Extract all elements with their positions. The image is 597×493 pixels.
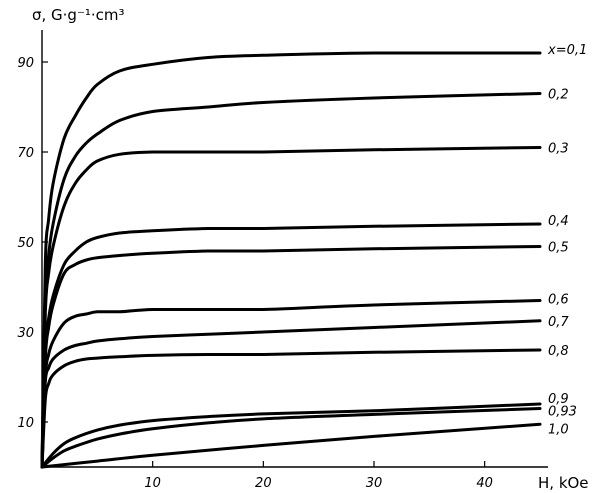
ticks: 10 30 50 70 90 10 20 30 40	[17, 56, 492, 491]
curves	[40, 51, 542, 469]
series-label: x=0,1	[547, 43, 587, 58]
y-tick-label: 50	[17, 236, 34, 251]
series-label: 0,7	[548, 315, 569, 330]
labels: x=0,1 0,2 0,3 0,4 0,5 0,6 0,7 0,8 0,90,93 1,0	[547, 43, 587, 437]
series-line	[40, 348, 542, 469]
series-label: 0,2	[548, 88, 569, 103]
x-tick-label: 10	[144, 476, 161, 491]
series-line	[40, 245, 542, 469]
series-label: 0,93	[548, 405, 577, 420]
x-tick-label: 20	[255, 476, 272, 491]
y-tick-label: 90	[17, 56, 34, 71]
series-label: 0,4	[548, 214, 569, 229]
series-line	[40, 146, 542, 469]
series-label: 0,6	[548, 293, 569, 308]
series-label: 0,8	[548, 344, 569, 359]
series-label: 1,0	[548, 422, 569, 437]
y-tick-label: 70	[17, 146, 34, 161]
series-label: 0,9	[548, 392, 569, 407]
series-line	[40, 422, 542, 469]
y-tick-label: 30	[17, 326, 34, 341]
series-line	[40, 92, 542, 469]
x-tick-label: 40	[476, 476, 493, 491]
series-line	[40, 51, 542, 469]
series-label: 0,5	[548, 241, 569, 256]
series-line	[40, 402, 542, 469]
series-line	[40, 319, 542, 469]
y-axis-title: σ, G·g⁻¹·cm³	[32, 6, 125, 24]
series-label: 0,3	[548, 142, 569, 157]
series-line	[40, 407, 542, 469]
x-tick-label: 30	[366, 476, 383, 491]
x-axis-title: H, kOe	[538, 474, 589, 492]
y-tick-label: 10	[17, 416, 34, 431]
series-line	[40, 299, 542, 469]
